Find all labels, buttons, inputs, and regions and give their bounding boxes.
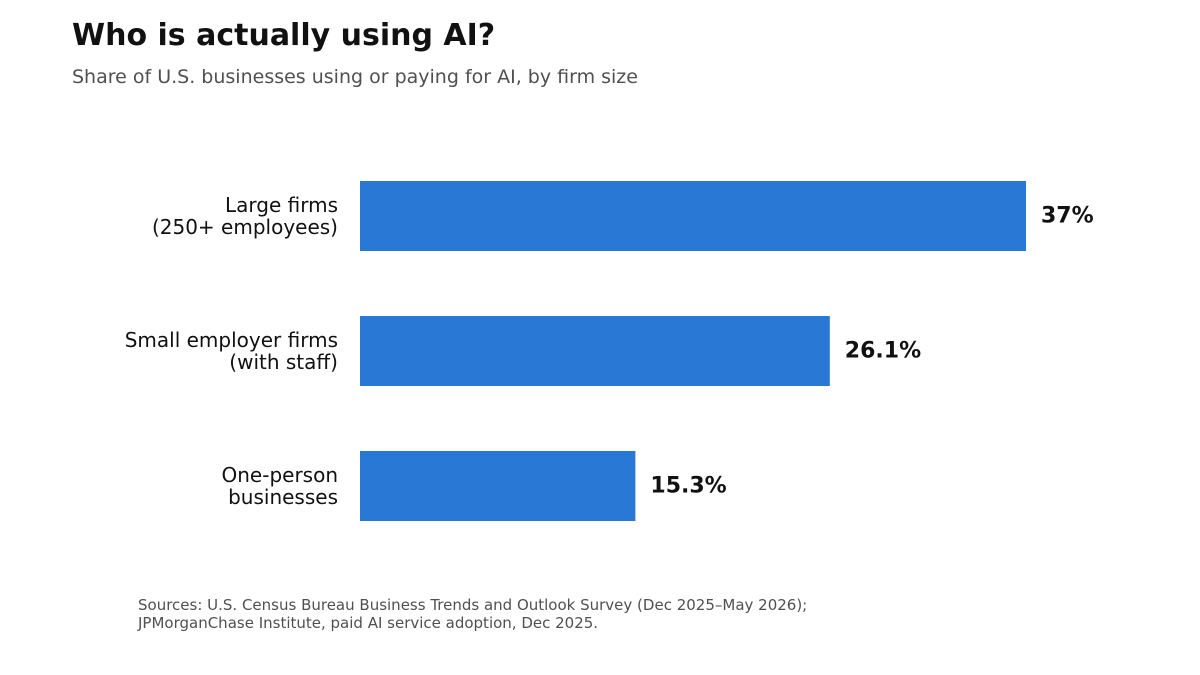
bars: [360, 181, 1026, 521]
category-label-line: businesses: [228, 485, 338, 509]
bar: [360, 451, 636, 521]
bar: [360, 316, 830, 386]
bar-value-label: 15.3%: [650, 474, 726, 499]
category-label: Large firms (250+ employees): [152, 193, 338, 239]
source-line: Sources: U.S. Census Bureau Business Tre…: [138, 596, 808, 614]
chart-title: Who is actually using AI?: [72, 18, 496, 53]
chart-subtitle: Share of U.S. businesses using or paying…: [72, 66, 638, 88]
category-label-line: One-person: [222, 463, 339, 487]
category-label-line: (250+ employees): [152, 215, 338, 239]
category-label-line: (with staff): [229, 350, 338, 374]
bar-value-label: 37%: [1041, 204, 1094, 229]
source-line: JPMorganChase Institute, paid AI service…: [138, 614, 599, 632]
bar-value-label: 26.1%: [845, 339, 921, 364]
category-labels: Large firms (250+ employees) Small employe…: [125, 193, 338, 509]
category-label: Small employer firms (with staff): [125, 328, 338, 374]
bar: [360, 181, 1026, 251]
chart-source: Sources: U.S. Census Bureau Business Tre…: [138, 596, 807, 632]
category-label-line: Large firms: [225, 193, 338, 217]
value-labels: 37% 26.1% 15.3%: [650, 204, 1093, 499]
category-label-line: Small employer firms: [125, 328, 338, 352]
category-label: One-person businesses: [222, 463, 339, 509]
